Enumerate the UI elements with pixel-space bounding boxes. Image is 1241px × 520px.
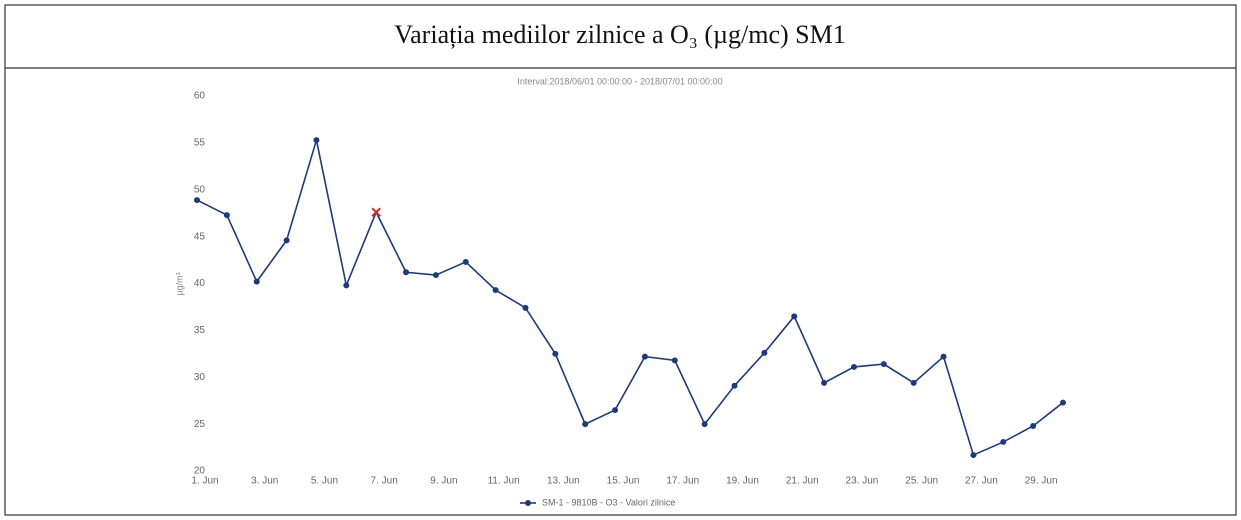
x-tick-label: 1. Jun xyxy=(191,476,218,487)
x-tick-label: 9. Jun xyxy=(430,476,457,487)
data-point xyxy=(791,313,798,320)
data-point xyxy=(850,363,857,370)
x-tick-label: 7. Jun xyxy=(371,476,398,487)
y-tick-label: 30 xyxy=(194,372,206,383)
y-tick-label: 55 xyxy=(194,138,206,149)
data-point xyxy=(880,361,887,368)
data-point xyxy=(343,282,350,289)
chart-subtitle: Interval:2018/06/01 00:00:00 - 2018/07/0… xyxy=(517,76,722,86)
x-tick-label: 29. Jun xyxy=(1025,476,1058,487)
data-point xyxy=(582,421,589,428)
data-point xyxy=(641,353,648,360)
data-point xyxy=(522,304,529,311)
x-tick-label: 5. Jun xyxy=(311,476,338,487)
data-point xyxy=(253,278,260,285)
data-point xyxy=(552,350,559,357)
data-point xyxy=(1060,399,1066,406)
data-point xyxy=(462,258,469,265)
data-point xyxy=(671,357,678,364)
y-tick-label: 40 xyxy=(194,278,206,289)
data-point xyxy=(940,353,947,360)
y-tick-label: 25 xyxy=(194,419,206,430)
data-point xyxy=(821,379,828,386)
x-tick-label: 21. Jun xyxy=(786,476,819,487)
data-point xyxy=(1000,438,1007,445)
data-point xyxy=(223,212,230,219)
y-tick-label: 60 xyxy=(194,91,206,102)
data-point xyxy=(432,272,439,279)
y-tick-label: 50 xyxy=(194,184,206,195)
y-tick-label: 45 xyxy=(194,231,206,242)
data-point xyxy=(403,269,410,276)
data-point xyxy=(1030,423,1037,429)
x-tick-label: 11. Jun xyxy=(488,476,520,487)
x-tick-label: 19. Jun xyxy=(726,476,759,487)
y-axis-label: µg/m³ xyxy=(174,272,184,295)
data-point xyxy=(492,287,499,294)
x-tick-label: 27. Jun xyxy=(965,476,998,487)
data-point xyxy=(194,197,200,204)
x-tick-label: 25. Jun xyxy=(905,476,938,487)
y-tick-label: 35 xyxy=(194,325,206,336)
data-point xyxy=(761,349,768,356)
legend-label: SM-1 - 9810B - O3 - Valori zilnice xyxy=(542,497,675,507)
legend-marker xyxy=(525,500,531,506)
y-tick-label: 20 xyxy=(194,466,206,477)
data-point xyxy=(313,137,320,144)
data-point xyxy=(731,382,738,389)
frame xyxy=(4,4,1237,516)
data-point xyxy=(970,452,977,459)
data-point xyxy=(701,421,708,428)
x-tick-label: 3. Jun xyxy=(251,476,278,487)
series-line xyxy=(196,139,1064,457)
x-tick-label: 13. Jun xyxy=(547,476,580,487)
data-point xyxy=(283,237,290,244)
x-tick-label: 17. Jun xyxy=(666,476,699,487)
chart-title: Variația mediilor zilnice a O₃ (µg/mc) S… xyxy=(394,20,845,49)
x-tick-label: 15. Jun xyxy=(607,476,640,487)
data-point xyxy=(612,407,619,414)
x-tick-label: 23. Jun xyxy=(846,476,879,487)
highlight-marker xyxy=(371,207,381,217)
data-point xyxy=(910,379,917,386)
